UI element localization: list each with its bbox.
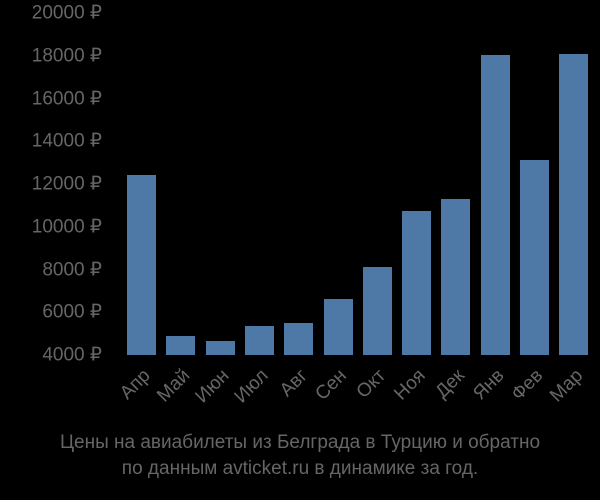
y-tick-label: 20000 ₽ [31, 2, 102, 24]
y-tick-label: 14000 ₽ [31, 130, 102, 152]
y-tick-label: 16000 ₽ [31, 88, 102, 109]
bar-9 [480, 54, 510, 355]
x-tick-label: Окт [352, 365, 391, 403]
x-tick-label: Фев [507, 365, 548, 405]
x-tick-label: Июл [230, 365, 273, 408]
bar-11 [559, 53, 589, 355]
y-tick-label: 4000 ₽ [42, 344, 102, 366]
y-tick-label: 12000 ₽ [31, 173, 102, 195]
bar-7 [402, 210, 432, 355]
x-tick-label: Авг [275, 365, 312, 402]
y-tick-label: 10000 ₽ [31, 216, 102, 238]
x-tick-label: Апр [116, 365, 155, 404]
chart-caption-line1: Цены на авиабилеты из Белграда в Турцию … [59, 432, 541, 453]
x-tick-label: Мар [545, 365, 587, 407]
chart-caption-line2: по данным avticket.ru в динамике за год. [121, 458, 479, 479]
bar-3 [244, 326, 274, 355]
x-tick-label: Янв [469, 365, 509, 405]
bar-4 [284, 322, 314, 355]
x-tick-label: Ноя [390, 365, 430, 405]
bar-1 [166, 335, 196, 355]
y-tick-label: 18000 ₽ [31, 45, 102, 67]
x-tick-label: Дек [431, 365, 469, 403]
bar-0 [127, 175, 156, 355]
bar-5 [323, 299, 353, 355]
x-tick-label: Май [152, 365, 194, 407]
bar-6 [362, 267, 392, 355]
bar-2 [205, 341, 235, 355]
bar-10 [520, 160, 549, 355]
x-tick-label: Сен [311, 365, 352, 405]
y-tick-label: 8000 ₽ [42, 259, 102, 280]
x-tick-label: Июн [191, 365, 234, 408]
y-tick-label: 6000 ₽ [42, 301, 102, 323]
bar-8 [441, 198, 471, 355]
